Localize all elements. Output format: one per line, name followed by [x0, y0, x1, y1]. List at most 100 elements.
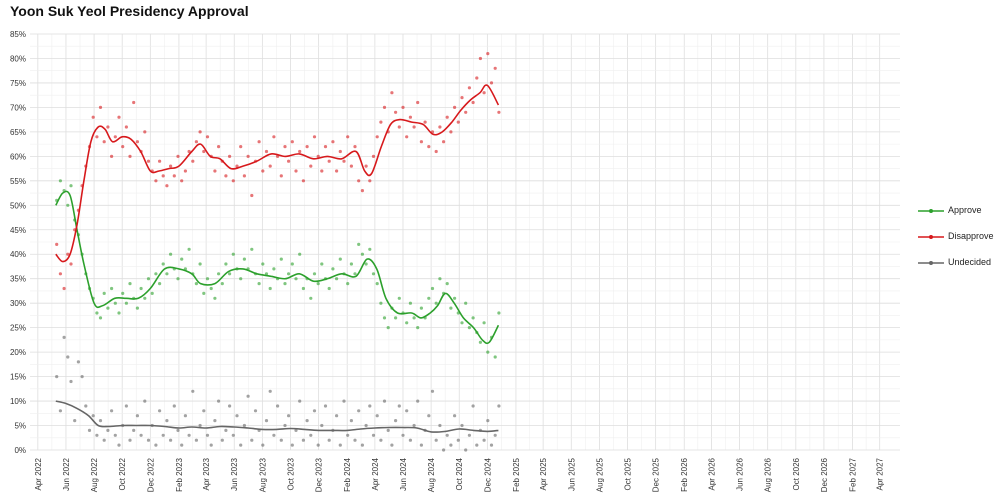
- undecided-point: [228, 404, 232, 408]
- x-tick-label: Apr 2027: [876, 457, 885, 490]
- disapprove-point: [312, 135, 317, 139]
- approve-point: [176, 277, 180, 281]
- undecided-point: [264, 419, 269, 423]
- trend-layer: [55, 84, 500, 433]
- y-tick-label: 15%: [10, 373, 26, 382]
- disapprove-point: [165, 184, 169, 188]
- x-tick-label: Feb 2026: [680, 457, 689, 491]
- approve-point: [161, 262, 165, 266]
- x-tick-label: Feb 2024: [343, 457, 352, 491]
- approve-point: [290, 262, 294, 266]
- disapprove-point: [497, 110, 501, 114]
- undecided-point: [316, 443, 320, 447]
- x-tick-label: Feb 2023: [175, 457, 184, 491]
- undecided-point: [98, 419, 103, 423]
- approve-point: [272, 267, 276, 271]
- approve-point: [117, 311, 121, 315]
- approve-point: [139, 286, 143, 291]
- y-tick-label: 65%: [10, 128, 26, 137]
- undecided-point: [320, 423, 324, 428]
- undecided-point: [416, 399, 420, 403]
- y-tick-label: 5%: [14, 422, 26, 431]
- disapprove-point: [261, 169, 265, 173]
- undecided-point: [360, 443, 364, 447]
- approve-point: [357, 242, 361, 246]
- undecided-point: [290, 443, 294, 447]
- disapprove-point: [342, 159, 346, 163]
- approve-point: [257, 282, 261, 286]
- undecided-point: [146, 438, 151, 442]
- approve-point: [180, 257, 184, 261]
- undecided-point: [139, 433, 143, 437]
- x-tick-label: Oct 2025: [624, 457, 633, 490]
- approve-point: [493, 355, 497, 359]
- approve-point: [430, 286, 435, 291]
- undecided-point: [464, 448, 468, 452]
- undecided-point: [438, 423, 442, 428]
- disapprove-point: [482, 91, 486, 95]
- disapprove-point: [283, 145, 287, 149]
- disapprove-point: [423, 120, 427, 124]
- undecided-point: [58, 409, 63, 413]
- legend-item-undecided: Undecided: [918, 256, 1000, 270]
- x-tick-label: Apr 2023: [202, 457, 211, 490]
- undecided-point: [242, 423, 246, 428]
- approve-point: [453, 296, 457, 300]
- undecided-point: [382, 399, 387, 403]
- undecided-point: [305, 419, 309, 423]
- approve-point: [412, 316, 416, 320]
- legend-item-disapprove: Disapprove: [918, 230, 1000, 244]
- approve-point: [460, 321, 464, 325]
- undecided-point: [76, 360, 80, 364]
- undecided-point: [154, 443, 158, 447]
- undecided-point: [486, 419, 490, 423]
- x-tick-label: Aug 2025: [595, 457, 604, 492]
- disapprove-point: [279, 174, 283, 178]
- x-tick-label: Jun 2023: [230, 457, 239, 490]
- approve-point: [213, 296, 217, 300]
- undecided-point: [394, 419, 398, 423]
- disapprove-point: [176, 154, 180, 158]
- disapprove-point: [301, 179, 305, 183]
- undecided-point: [386, 428, 390, 432]
- disapprove-point: [110, 154, 114, 158]
- undecided-point: [217, 399, 221, 403]
- undecided-point: [239, 443, 243, 447]
- disapprove-point: [154, 179, 158, 183]
- undecided-point: [327, 438, 331, 442]
- undecided-point: [453, 414, 457, 418]
- approve-point: [231, 252, 235, 256]
- approve-point: [331, 267, 335, 271]
- approve-point: [239, 277, 243, 281]
- undecided-point: [301, 438, 305, 442]
- disapprove-point: [331, 140, 335, 144]
- undecided-point: [84, 404, 88, 408]
- x-tick-label: Oct 2026: [792, 457, 801, 490]
- disapprove-point: [239, 145, 243, 149]
- disapprove-point: [316, 154, 320, 158]
- undecided-point: [205, 433, 210, 437]
- disapprove-point: [464, 110, 468, 114]
- undecided-point: [489, 443, 494, 447]
- disapprove-point: [445, 115, 449, 119]
- approve-point: [143, 296, 147, 300]
- disapprove-point: [360, 189, 364, 193]
- approve-point: [379, 301, 383, 305]
- undecided-point: [117, 443, 121, 447]
- approve-point: [187, 247, 191, 251]
- undecided-point: [294, 428, 298, 432]
- undecided-point: [246, 394, 250, 398]
- y-tick-label: 0%: [14, 446, 26, 455]
- approve-point: [434, 301, 438, 305]
- x-tick-label: Aug 2026: [764, 457, 773, 492]
- disapprove-point: [224, 174, 228, 178]
- undecided-point: [397, 404, 401, 408]
- undecided-point: [110, 409, 114, 413]
- approve-point: [209, 286, 213, 291]
- undecided-point: [194, 438, 198, 442]
- y-tick-label: 45%: [10, 226, 26, 235]
- approve-point: [316, 282, 320, 286]
- legend: Approve Disapprove Undecided: [918, 204, 1000, 282]
- y-tick-label: 55%: [10, 177, 26, 186]
